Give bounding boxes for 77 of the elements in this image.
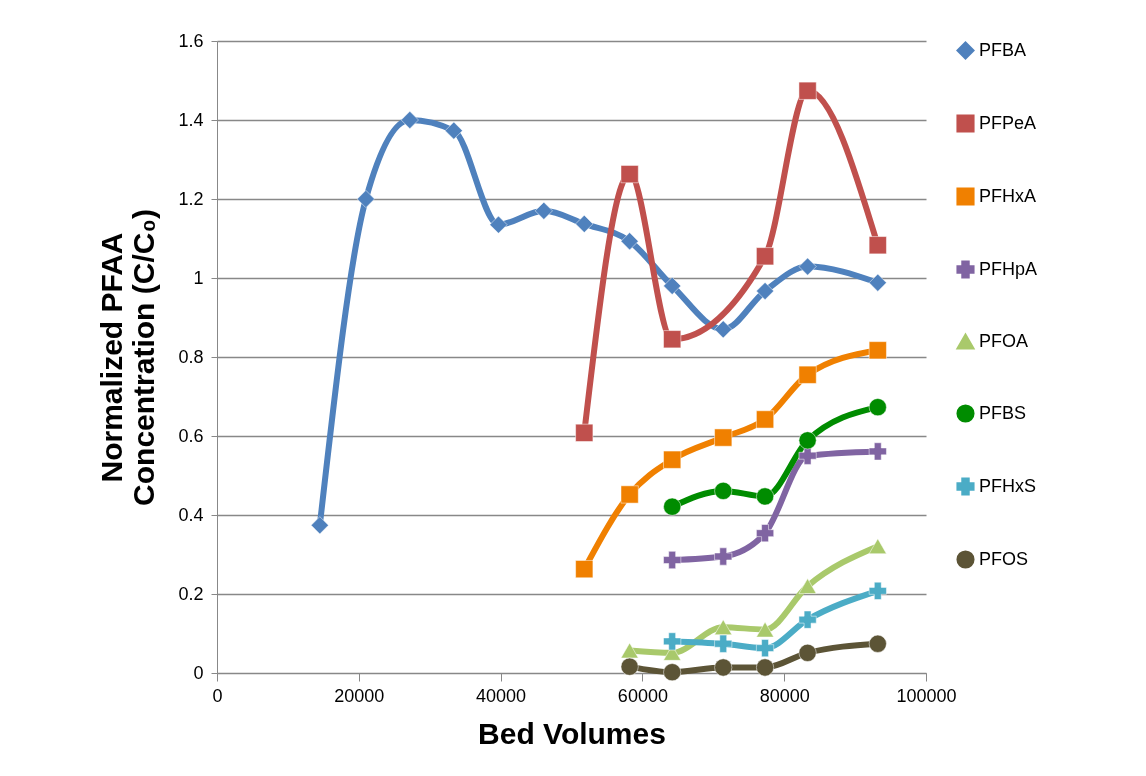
point xyxy=(798,431,817,450)
point xyxy=(798,610,817,629)
point xyxy=(575,214,594,233)
point xyxy=(575,560,594,579)
point xyxy=(868,341,887,360)
point xyxy=(310,516,329,535)
legend-label: PFHxS xyxy=(979,475,1037,496)
point xyxy=(663,330,682,349)
x-axis-title: Bed Volumes xyxy=(478,716,666,750)
point xyxy=(663,632,682,651)
point xyxy=(714,482,733,500)
y-tick-label: 1.4 xyxy=(178,109,204,130)
point xyxy=(756,658,774,677)
point xyxy=(620,165,639,184)
point xyxy=(868,538,887,554)
legend-label: PFOA xyxy=(979,330,1029,351)
point xyxy=(756,282,774,300)
y-tick-label: 1 xyxy=(193,267,204,288)
y-tick-label: 0 xyxy=(193,662,204,683)
point xyxy=(620,232,639,251)
point xyxy=(756,524,774,543)
point xyxy=(798,257,817,276)
y-tick-label: 0.8 xyxy=(178,346,204,367)
legend-label: PFBS xyxy=(979,402,1027,423)
legend-label: PFPeA xyxy=(979,112,1037,133)
point xyxy=(798,446,817,465)
x-tick-label: 0 xyxy=(212,685,223,706)
y-tick-label: 0.4 xyxy=(178,504,204,525)
point xyxy=(663,450,682,469)
point xyxy=(356,190,375,208)
point xyxy=(756,487,774,506)
point xyxy=(620,642,639,659)
point xyxy=(868,398,887,417)
point xyxy=(400,111,419,129)
x-tick-label: 80000 xyxy=(759,685,810,706)
point xyxy=(756,621,774,638)
point xyxy=(714,619,733,635)
point xyxy=(868,442,887,461)
point xyxy=(620,657,639,676)
point xyxy=(868,581,887,600)
x-tick-label: 40000 xyxy=(476,685,527,706)
point xyxy=(534,201,553,220)
x-tick-label: 20000 xyxy=(334,685,385,706)
point xyxy=(714,658,733,677)
point xyxy=(714,428,733,447)
point xyxy=(714,320,733,339)
point xyxy=(575,423,594,442)
x-tick-label: 60000 xyxy=(617,685,668,706)
y-tick-label: 1.6 xyxy=(178,30,204,51)
point xyxy=(868,634,887,653)
point xyxy=(663,551,682,569)
point xyxy=(444,121,463,140)
x-tick-label: 100000 xyxy=(896,685,957,706)
point xyxy=(714,634,733,653)
legend-label: PFHxA xyxy=(979,185,1037,206)
point xyxy=(714,547,733,566)
point xyxy=(868,236,887,255)
point xyxy=(756,410,774,429)
y-tick-label: 0.2 xyxy=(178,583,204,604)
point xyxy=(868,273,887,292)
point xyxy=(663,497,682,516)
point xyxy=(798,365,817,384)
point xyxy=(663,276,682,295)
legend-label: PFOS xyxy=(979,548,1029,569)
point xyxy=(620,485,639,504)
point xyxy=(489,215,508,234)
legend-label: PFBA xyxy=(979,39,1027,60)
point xyxy=(756,639,774,658)
point xyxy=(798,643,817,662)
point xyxy=(798,81,817,100)
y-tick-label: 0.6 xyxy=(178,425,204,446)
y-axis-title: Normalized PFAA Concentration (C/C₀) xyxy=(95,209,161,506)
legend-label: PFHpA xyxy=(979,258,1038,279)
point xyxy=(756,247,774,266)
y-tick-label: 1.2 xyxy=(178,188,204,209)
point xyxy=(663,663,682,682)
point xyxy=(798,578,817,594)
